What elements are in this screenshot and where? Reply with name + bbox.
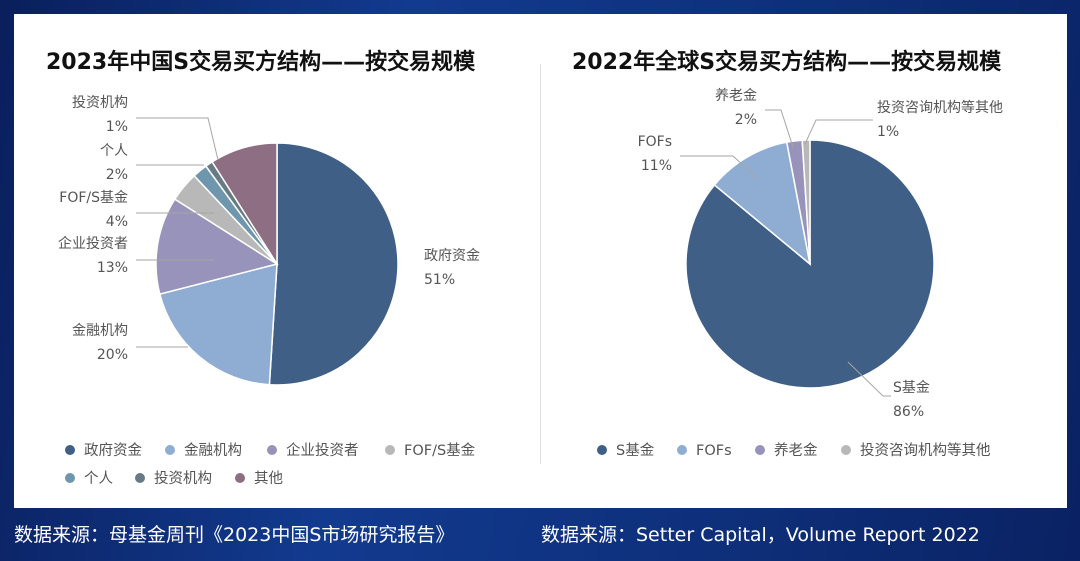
legend-marker-1-4 [385, 445, 395, 455]
legend-entry-1-5: 个人 [84, 470, 113, 487]
pie-slice-1-3 [155, 198, 279, 296]
data-label-category-1-3: 企业投资者 [58, 235, 128, 252]
legend-entry-2-4: 投资咨询机构等其他 [860, 441, 991, 459]
legend-marker-1-5 [65, 473, 75, 483]
source-note-left: 数据来源：母基金周刊《2023中国S市场研究报告》 [14, 524, 455, 546]
data-label-value-1-6: 1% [106, 119, 128, 135]
panel-divider [540, 64, 541, 464]
legend-entry-1-7: 其他 [254, 470, 283, 487]
chart-title-global: 2022年全球S交易买方结构——按交易规模 [572, 50, 1002, 75]
data-label-category-1-6: 投资机构 [72, 95, 128, 111]
leader-line-2-4 [804, 119, 873, 145]
leader-line-2-2 [680, 155, 758, 179]
legend-marker-2-4 [841, 445, 851, 455]
data-label-value-2-1: 86% [893, 404, 924, 420]
legend-entry-1-3: 企业投资者 [286, 441, 359, 459]
data-label-category-1-1: 政府资金 [424, 248, 480, 264]
leader-line-1-6 [136, 117, 219, 161]
data-label-value-2-3: 2% [735, 112, 757, 128]
pie-slice-2-2 [713, 141, 812, 266]
data-label-value-2-2: 11% [641, 158, 672, 174]
data-label-category-1-5: 个人 [100, 143, 128, 159]
data-label-value-1-2: 20% [97, 347, 128, 363]
data-label-category-2-1: S基金 [893, 379, 930, 396]
leader-line-2-1 [847, 361, 891, 397]
data-label-value-1-4: 4% [106, 214, 128, 230]
legend-entry-2-1: S基金 [616, 442, 655, 459]
data-label-value-1-3: 13% [97, 260, 128, 276]
pie-slice-1-2 [158, 263, 278, 386]
pie-slice-1-1 [268, 142, 399, 386]
legend-entry-1-2: 金融机构 [184, 442, 242, 459]
chart-title-china: 2023年中国S交易买方结构——按交易规模 [46, 50, 476, 75]
legend-entry-2-2: FOFs [696, 443, 732, 459]
data-label-category-1-2: 金融机构 [72, 323, 128, 339]
leader-line-2-3 [765, 109, 794, 148]
legend-entry-1-1: 政府资金 [84, 442, 142, 459]
legend-marker-1-7 [235, 473, 245, 483]
data-label-value-1-5: 2% [106, 167, 128, 183]
legend-marker-1-3 [267, 445, 277, 455]
data-label-category-2-2: FOFs [638, 134, 672, 150]
legend-entry-1-4: FOF/S基金 [404, 442, 476, 459]
legend-marker-2-3 [755, 445, 765, 455]
legend-marker-1-1 [65, 445, 75, 455]
source-note-right: 数据来源：Setter Capital，Volume Report 2022 [541, 524, 980, 546]
data-label-category-1-4: FOF/S基金 [59, 189, 128, 206]
data-label-value-2-4: 1% [877, 124, 899, 140]
legend-marker-2-1 [597, 445, 607, 455]
data-label-category-2-3: 养老金 [715, 88, 757, 104]
legend-marker-2-2 [677, 445, 687, 455]
legend-entry-1-6: 投资机构 [154, 470, 212, 487]
legend-marker-1-6 [135, 473, 145, 483]
data-label-category-2-4: 投资咨询机构等其他 [877, 99, 1003, 116]
pie-slice-2-4 [801, 139, 811, 265]
legend-marker-1-2 [165, 445, 175, 455]
legend-entry-2-3: 养老金 [774, 442, 818, 459]
data-label-value-1-1: 51% [424, 272, 455, 288]
pie-slice-1-7 [211, 142, 278, 267]
